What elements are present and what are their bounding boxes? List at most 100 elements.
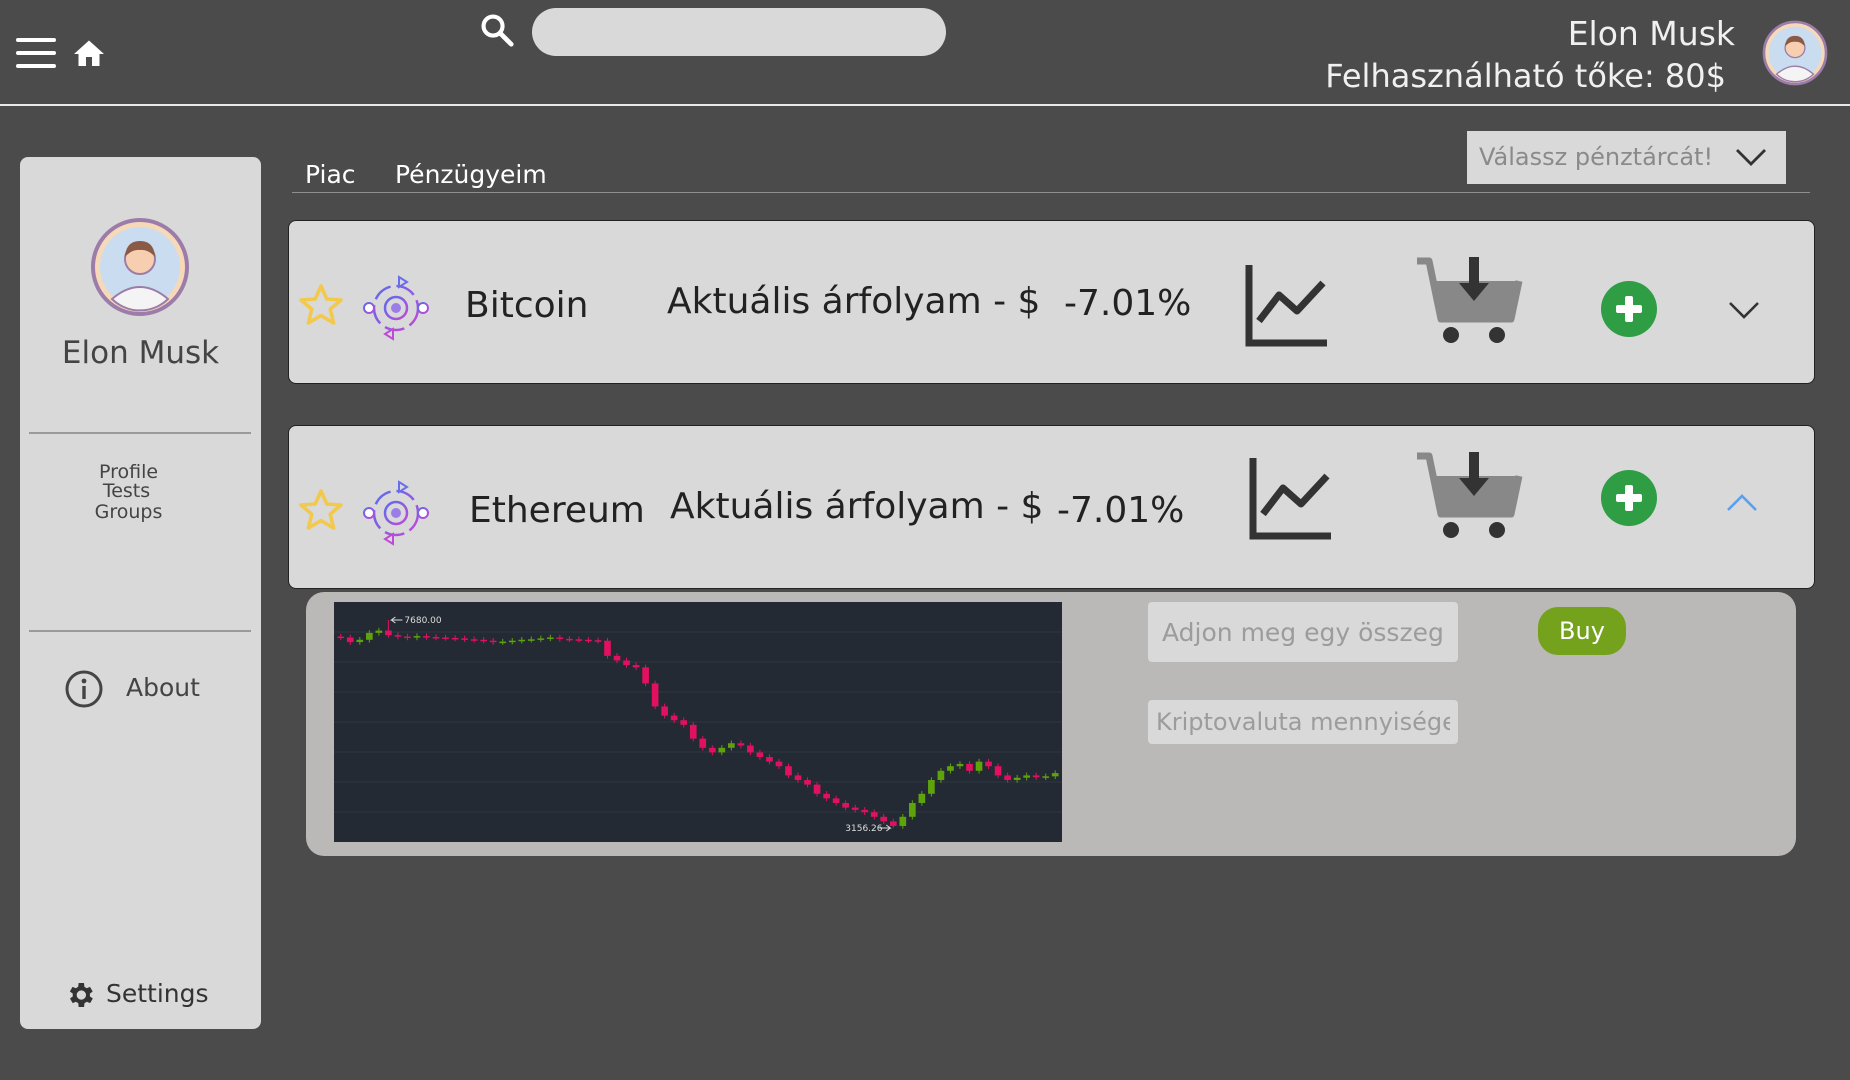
amount-input[interactable] bbox=[1148, 602, 1458, 662]
candle bbox=[861, 809, 869, 813]
candle bbox=[404, 636, 411, 639]
price-change: -7.01% bbox=[1064, 283, 1192, 324]
settings-label: Settings bbox=[106, 979, 209, 1008]
user-avatar-icon[interactable] bbox=[1762, 20, 1828, 86]
add-coin-button[interactable] bbox=[1601, 470, 1657, 526]
candle bbox=[366, 632, 373, 640]
candle bbox=[689, 724, 697, 739]
candle bbox=[594, 640, 602, 642]
candle bbox=[480, 639, 487, 642]
candle bbox=[823, 793, 830, 799]
candle bbox=[937, 770, 945, 781]
candle bbox=[756, 752, 764, 758]
tab-penzugyeim[interactable]: Pénzügyeim bbox=[395, 160, 547, 189]
chart-grid bbox=[334, 631, 1062, 813]
candle bbox=[899, 816, 907, 826]
candle bbox=[375, 630, 383, 633]
candle bbox=[985, 761, 992, 767]
price-candlestick-chart: 7680.00 3156.26 bbox=[334, 602, 1062, 842]
candle bbox=[851, 807, 859, 810]
candle bbox=[566, 638, 573, 641]
low-price-label: 3156.26 bbox=[845, 824, 882, 834]
sidebar-divider bbox=[29, 432, 251, 434]
candle bbox=[537, 638, 545, 640]
candle bbox=[527, 639, 535, 641]
candle bbox=[975, 761, 983, 771]
wallet-select[interactable]: Válassz pénztárcát! bbox=[1467, 131, 1786, 184]
candle bbox=[499, 641, 507, 644]
coin-detail-panel: 7680.00 3156.26 Buy bbox=[306, 592, 1796, 856]
candle bbox=[785, 766, 792, 776]
tabs-divider bbox=[292, 192, 1810, 193]
candle bbox=[918, 793, 926, 803]
home-icon[interactable] bbox=[70, 36, 108, 72]
favorite-star-icon[interactable] bbox=[297, 486, 345, 534]
high-price-label: 7680.00 bbox=[404, 616, 441, 626]
available-balance: Felhasználható tőke: 80$ bbox=[1325, 57, 1726, 95]
add-coin-button[interactable] bbox=[1601, 281, 1657, 337]
candle bbox=[651, 683, 659, 707]
candle bbox=[909, 802, 916, 817]
candle bbox=[423, 636, 430, 638]
candle bbox=[518, 639, 526, 642]
candle bbox=[508, 640, 516, 643]
candle bbox=[718, 747, 726, 753]
candle bbox=[547, 637, 554, 639]
top-bar: Elon Musk Felhasználható tőke: 80$ bbox=[0, 0, 1850, 106]
price-change: -7.01% bbox=[1057, 490, 1185, 531]
hamburger-menu-icon[interactable] bbox=[16, 38, 58, 70]
candle bbox=[880, 816, 888, 822]
favorite-star-icon[interactable] bbox=[297, 281, 345, 329]
header-user-name: Elon Musk bbox=[1567, 14, 1735, 53]
candle bbox=[642, 667, 649, 684]
candle bbox=[956, 763, 964, 767]
candle bbox=[842, 802, 849, 808]
candle bbox=[1042, 776, 1050, 778]
candle bbox=[385, 630, 392, 636]
profile-avatar-icon bbox=[91, 218, 189, 316]
candle bbox=[766, 757, 773, 762]
trend-chart-icon[interactable] bbox=[1245, 263, 1329, 347]
candle bbox=[413, 636, 421, 638]
candle bbox=[1013, 777, 1021, 781]
coin-row-ethereum: Ethereum Aktuális árfolyam - $ -7.01% bbox=[288, 425, 1815, 589]
high-marker: 7680.00 bbox=[389, 616, 442, 626]
candle bbox=[870, 812, 878, 817]
cart-download-icon[interactable] bbox=[1415, 255, 1523, 347]
candle bbox=[623, 660, 630, 666]
sidebar-link-groups[interactable]: Groups bbox=[94, 501, 163, 523]
low-marker: 3156.26 bbox=[845, 824, 892, 834]
candle bbox=[813, 784, 821, 794]
candle bbox=[489, 640, 497, 643]
candle bbox=[346, 637, 354, 643]
coin-logo-icon bbox=[363, 480, 429, 546]
candle bbox=[1032, 775, 1040, 778]
coin-row-bitcoin: Bitcoin Aktuális árfolyam - $ -7.01% bbox=[288, 220, 1815, 384]
candle bbox=[889, 821, 897, 826]
candle bbox=[775, 761, 783, 767]
candle bbox=[337, 636, 345, 639]
candle bbox=[470, 639, 478, 641]
candle bbox=[832, 798, 840, 803]
sidebar-link-tests[interactable]: Tests bbox=[102, 480, 151, 502]
chevron-up-icon[interactable] bbox=[1725, 492, 1759, 514]
about-label: About bbox=[126, 673, 200, 702]
candle bbox=[1023, 775, 1030, 778]
exchange-rate-label: Aktuális árfolyam - $ bbox=[667, 281, 1041, 322]
buy-button[interactable]: Buy bbox=[1538, 607, 1626, 655]
coin-name: Ethereum bbox=[469, 490, 645, 531]
sidebar-link-profile[interactable]: Profile bbox=[98, 461, 159, 483]
chevron-down-icon[interactable] bbox=[1727, 299, 1761, 321]
candle bbox=[994, 766, 1002, 776]
trend-chart-icon[interactable] bbox=[1249, 456, 1333, 540]
crypto-quantity-input[interactable] bbox=[1148, 700, 1458, 744]
candle bbox=[394, 635, 402, 637]
search-icon[interactable] bbox=[478, 10, 516, 50]
search-input[interactable] bbox=[532, 8, 946, 56]
exchange-rate-label: Aktuális árfolyam - $ bbox=[670, 486, 1044, 527]
tab-piac[interactable]: Piac bbox=[305, 160, 356, 189]
candle bbox=[1004, 775, 1011, 781]
sidebar-user-name: Elon Musk bbox=[61, 335, 220, 371]
chart-candles bbox=[337, 620, 1059, 829]
cart-download-icon[interactable] bbox=[1415, 450, 1523, 542]
